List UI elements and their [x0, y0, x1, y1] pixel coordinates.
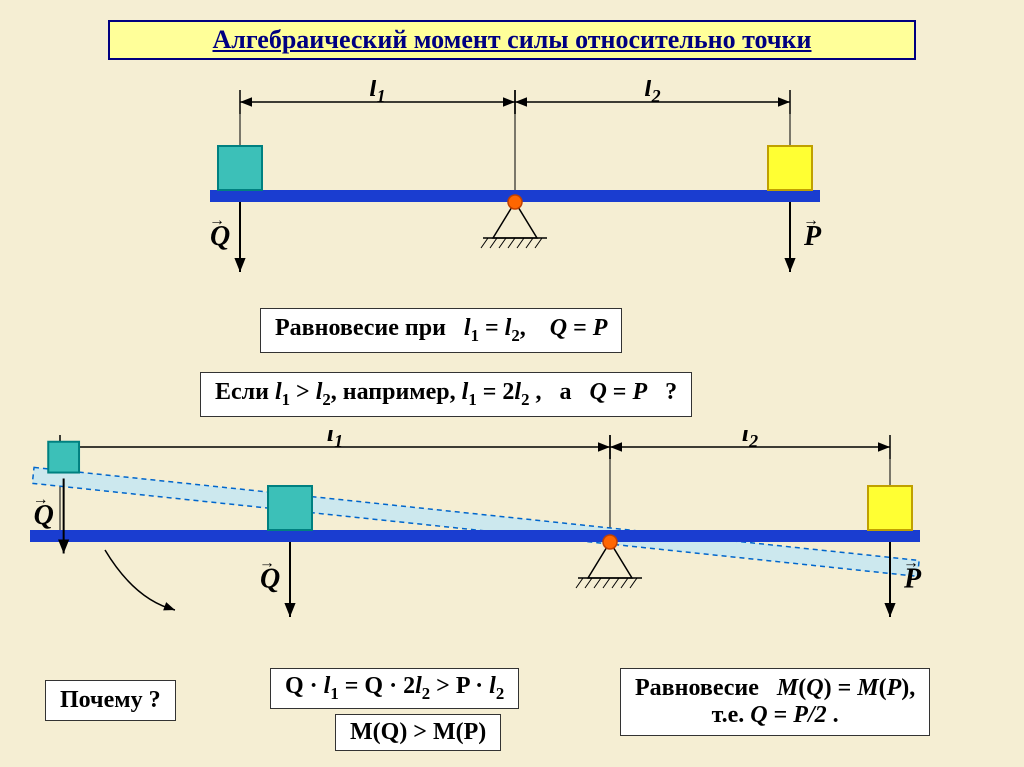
svg-text:→: →: [903, 555, 919, 572]
why-box: Почему ?: [45, 680, 176, 721]
equation-1: Q · l1 = Q · 2l2 > P · l2: [270, 668, 519, 709]
svg-text:→: →: [209, 212, 225, 229]
svg-text:→: →: [803, 212, 819, 229]
title-text: Алгебраический момент силы относительно …: [212, 25, 811, 55]
diagram-1: l1l2Q→P→: [150, 80, 874, 310]
diagram-2: l1l2 Q→Q→P→: [20, 430, 980, 640]
svg-text:→: →: [259, 555, 275, 572]
statement-condition: Если l1 > l2, например, l1 = 2l2 , а Q =…: [200, 372, 692, 417]
equation-2: M(Q) > M(P): [335, 714, 501, 751]
svg-text:→: →: [33, 491, 49, 508]
equation-3: Равновесие M(Q) = M(P),т.е. Q = P/2 .: [620, 668, 930, 736]
svg-text:l2: l2: [742, 430, 758, 451]
svg-text:l1: l1: [327, 430, 343, 451]
statement-equilibrium: Равновесие при l1 = l2, Q = P: [260, 308, 622, 353]
title-box: Алгебраический момент силы относительно …: [108, 20, 916, 60]
